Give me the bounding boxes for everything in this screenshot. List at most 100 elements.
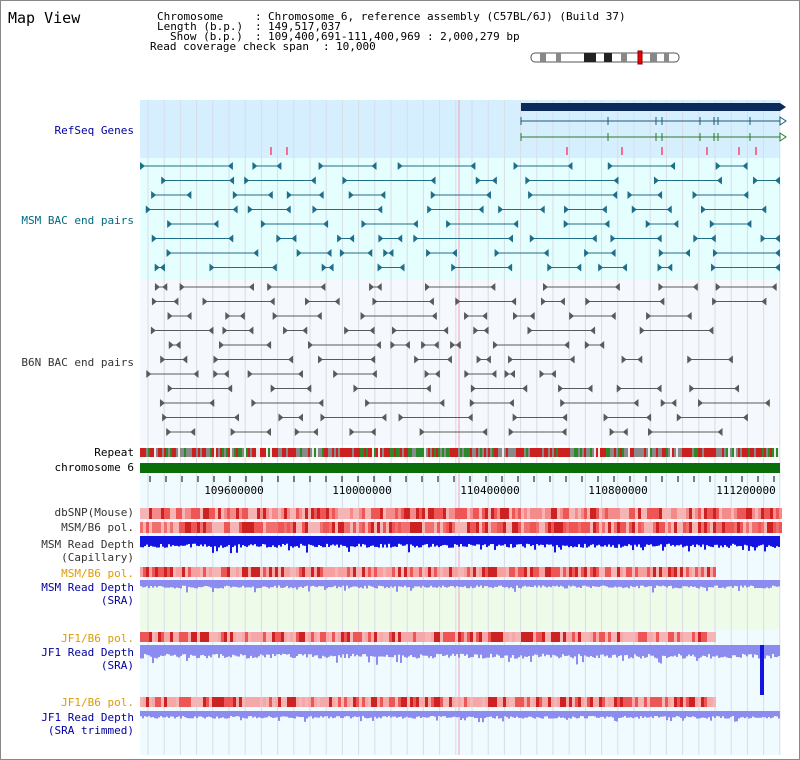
heat-cell: [389, 567, 392, 577]
bac-end-marker: [150, 326, 156, 335]
heat-cell: [440, 697, 443, 707]
depth-bar: [370, 536, 372, 546]
heat-cell: [395, 508, 398, 519]
repeat-segment: [360, 448, 362, 457]
depth-bar: [302, 711, 304, 718]
repeat-segment: [588, 448, 590, 457]
depth-bar: [190, 711, 192, 719]
heat-cell: [773, 522, 776, 533]
track-label-jf1-b6-pol[interactable]: JF1/B6 pol.: [61, 632, 134, 645]
track-label-dbsnp[interactable]: dbSNP(Mouse): [54, 506, 134, 519]
heat-cell: [677, 632, 680, 642]
repeat-segment: [206, 448, 208, 457]
depth-bar: [454, 536, 456, 545]
depth-bar: [736, 580, 738, 587]
depth-bar: [298, 536, 300, 548]
depth-bar: [720, 536, 722, 546]
track-label-refseq[interactable]: RefSeq Genes: [54, 124, 134, 137]
bac-end-marker: [564, 205, 570, 214]
depth-bar: [558, 580, 560, 588]
heat-cell: [467, 508, 470, 519]
depth-bar: [482, 536, 484, 546]
chromosome-bar: [140, 463, 780, 473]
depth-bar: [678, 645, 680, 654]
bac-end-marker: [361, 220, 367, 228]
depth-bar: [434, 536, 436, 547]
heat-cell: [203, 508, 206, 519]
heat-cell: [320, 567, 323, 577]
depth-bar: [300, 536, 302, 544]
heat-cell: [185, 522, 188, 533]
heat-cell: [299, 697, 302, 707]
depth-bar: [294, 645, 296, 658]
heat-cell: [371, 632, 374, 642]
depth-bar: [288, 645, 290, 655]
track-label-b6n-bac[interactable]: B6N BAC end pairs: [21, 356, 134, 369]
depth-bar: [654, 711, 656, 716]
depth-bar: [564, 645, 566, 657]
depth-bar: [744, 580, 746, 586]
track-label-msm-bac[interactable]: MSM BAC end pairs: [21, 214, 134, 227]
depth-bar: [516, 645, 518, 659]
depth-bar: [540, 711, 542, 719]
depth-bar: [562, 711, 564, 718]
depth-bar: [172, 711, 174, 717]
heat-cell: [335, 522, 338, 533]
depth-bar: [224, 711, 226, 719]
depth-bar: [438, 711, 440, 717]
track-label-msm-b6-pol-2[interactable]: MSM/B6 pol.: [61, 567, 134, 580]
heat-cell: [332, 522, 335, 533]
repeat-segment: [612, 448, 614, 457]
heat-cell: [572, 522, 575, 533]
depth-bar: [628, 711, 630, 718]
heat-cell: [590, 522, 593, 533]
repeat-segment: [772, 448, 774, 457]
depth-bar: [660, 580, 662, 587]
repeat-segment: [526, 448, 528, 457]
depth-bar: [448, 536, 450, 548]
depth-bar: [530, 645, 532, 662]
track-label-chromosome[interactable]: chromosome 6: [54, 461, 134, 474]
track-label-jf1-depth-sra[interactable]: JF1 Read Depth: [41, 646, 134, 659]
bac-end-marker: [746, 220, 752, 228]
chromosome-label: Chromosome: [157, 10, 224, 23]
heat-cell: [623, 508, 626, 519]
heat-cell: [410, 632, 413, 642]
track-label-jf1-depth-trim[interactable]: JF1 Read Depth: [41, 711, 134, 724]
depth-bar: [230, 711, 232, 717]
repeat-segment: [672, 448, 674, 457]
heat-cell: [491, 567, 494, 577]
repeat-segment: [584, 448, 586, 457]
depth-bar: [702, 580, 704, 588]
heat-cell: [581, 697, 584, 707]
repeat-segment: [148, 448, 150, 457]
depth-bar: [264, 711, 266, 718]
heat-cell: [557, 697, 560, 707]
depth-bar: [644, 580, 646, 588]
track-label-repeat[interactable]: Repeat: [94, 446, 134, 459]
heat-cell: [221, 508, 224, 519]
depth-bar: [324, 645, 326, 657]
track-label-jf1-b6-pol-2[interactable]: JF1/B6 pol.: [61, 696, 134, 709]
depth-bar: [608, 580, 610, 588]
heat-cell: [533, 508, 536, 519]
heat-cell: [320, 632, 323, 642]
depth-bar: [520, 536, 522, 545]
heat-cell: [527, 632, 530, 642]
depth-bar: [568, 645, 570, 656]
bac-end-marker: [371, 370, 377, 378]
heat-cell: [767, 522, 770, 533]
heat-cell: [479, 522, 482, 533]
track-label-msm-depth-cap[interactable]: MSM Read Depth: [41, 538, 134, 551]
depth-bar: [168, 711, 170, 718]
heat-cell: [689, 508, 692, 519]
depth-bar: [280, 580, 282, 588]
depth-bar: [366, 580, 368, 589]
depth-bar: [228, 536, 230, 545]
track-label-msm-b6-pol[interactable]: MSM/B6 pol.: [61, 521, 134, 534]
track-label-msm-depth-sra[interactable]: MSM Read Depth: [41, 581, 134, 594]
bac-end-marker: [339, 249, 345, 257]
heat-cell: [662, 632, 665, 642]
depth-bar: [422, 536, 424, 546]
